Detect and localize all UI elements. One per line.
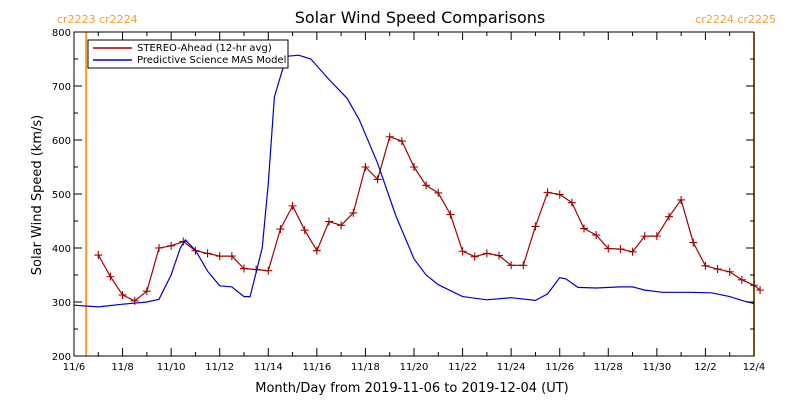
series-0-point-5 <box>155 244 163 252</box>
series-0-point-16 <box>288 201 297 210</box>
series-0-point-26 <box>410 163 418 171</box>
series-0-point-35 <box>519 261 528 270</box>
x-axis-label: Month/Day from 2019-11-06 to 2019-12-04 … <box>255 381 568 396</box>
legend-label-stereo: STEREO-Ahead (12-hr avg) <box>137 43 272 54</box>
series-0-point-6 <box>167 241 176 250</box>
series-0-point-28 <box>434 188 443 197</box>
series-0-point-41 <box>592 231 601 240</box>
series-0-point-22 <box>361 163 370 171</box>
series-0-point-4 <box>142 287 151 296</box>
y-tick-label-2: 400 <box>52 244 71 255</box>
plot-frame <box>73 31 755 357</box>
x-tick-label-1: 11/8 <box>111 362 133 373</box>
x-tick-label-3: 11/12 <box>205 362 234 373</box>
series-0-point-36 <box>531 222 540 231</box>
chart-title: Solar Wind Speed Comparisons <box>295 8 546 27</box>
series-0-point-24 <box>385 132 394 141</box>
series-line-0 <box>97 136 761 302</box>
x-tick-label-12: 11/30 <box>642 362 671 373</box>
series-0-point-9 <box>203 249 212 258</box>
legend-box <box>87 39 289 69</box>
series-0-point-53 <box>737 275 746 284</box>
series-line-1 <box>73 54 755 308</box>
series-0-point-49 <box>689 238 698 247</box>
series-0-point-30 <box>458 247 467 256</box>
series-0-point-45 <box>640 232 649 241</box>
series-0-point-21 <box>349 208 358 217</box>
series-0-point-43 <box>616 245 625 254</box>
series-0-point-29 <box>446 210 455 219</box>
series-0-point-48 <box>677 195 686 204</box>
series-0-point-47 <box>665 212 673 221</box>
series-0-point-34 <box>507 261 516 270</box>
series-0-point-15 <box>276 225 285 234</box>
x-tick-label-0: 11/6 <box>63 362 85 373</box>
y-tick-label-5: 700 <box>52 82 71 93</box>
plot-area <box>73 32 765 356</box>
series-0-point-10 <box>215 252 224 261</box>
x-tick-label-13: 12/2 <box>694 362 716 373</box>
series-0-point-31 <box>470 252 479 261</box>
series-0-point-37 <box>543 188 552 197</box>
y-axis: 200 300 400 500 600 700 800 <box>52 28 754 363</box>
series-0-point-12 <box>240 264 248 273</box>
series-0-point-2 <box>118 290 127 299</box>
series-0-point-14 <box>264 266 273 275</box>
series-0-point-52 <box>725 267 734 276</box>
carrington-label-end: cr2224 cr2225 <box>695 13 776 26</box>
x-tick-label-8: 11/22 <box>448 362 477 373</box>
series-0-point-40 <box>580 224 588 233</box>
legend: STEREO-Ahead (12-hr avg) Predictive Scie… <box>87 39 289 69</box>
series-0-point-39 <box>567 198 576 207</box>
x-tick-label-2: 11/10 <box>157 362 186 373</box>
series-0-point-27 <box>422 181 431 190</box>
series-0-point-33 <box>495 251 503 260</box>
carrington-label-start: cr2223 cr2224 <box>57 13 138 26</box>
x-tick-label-5: 11/16 <box>302 362 331 373</box>
series-0-point-38 <box>555 190 564 199</box>
series-0-point-42 <box>604 244 613 253</box>
y-tick-label-4: 600 <box>52 136 71 147</box>
y-tick-label-1: 300 <box>52 298 71 309</box>
x-tick-label-4: 11/14 <box>254 362 283 373</box>
series-0-point-18 <box>312 246 321 255</box>
x-tick-label-6: 11/18 <box>351 362 380 373</box>
series-0-point-50 <box>701 261 710 270</box>
series-0-point-32 <box>482 249 491 258</box>
x-tick-label-14: 12/4 <box>743 362 765 373</box>
series-0-point-20 <box>337 221 346 230</box>
x-tick-label-10: 11/26 <box>545 362 574 373</box>
series-0-point-46 <box>652 232 661 241</box>
x-tick-label-11: 11/28 <box>594 362 623 373</box>
series-0-point-17 <box>300 226 309 235</box>
series-0-point-23 <box>373 175 382 184</box>
y-tick-label-0: 200 <box>52 352 71 363</box>
series-0-point-55 <box>756 286 765 295</box>
series-0-point-1 <box>106 272 115 281</box>
series-0-point-11 <box>227 252 236 261</box>
y-tick-label-6: 800 <box>52 28 71 39</box>
legend-label-mas: Predictive Science MAS Model <box>137 55 286 66</box>
series-0-point-25 <box>397 137 406 146</box>
x-axis: 11/6 11/8 11/10 11/12 11/14 11/16 11/18 11/20 11… <box>63 32 765 373</box>
x-tick-label-9: 11/24 <box>497 362 526 373</box>
series-0-point-0 <box>94 251 103 260</box>
series-0-point-19 <box>325 217 333 226</box>
series-0-point-51 <box>713 265 722 274</box>
y-axis-label: Solar Wind Speed (km/s) <box>30 115 45 275</box>
x-tick-label-7: 11/20 <box>400 362 429 373</box>
y-tick-label-3: 500 <box>52 190 71 201</box>
series-0-point-44 <box>628 247 637 256</box>
